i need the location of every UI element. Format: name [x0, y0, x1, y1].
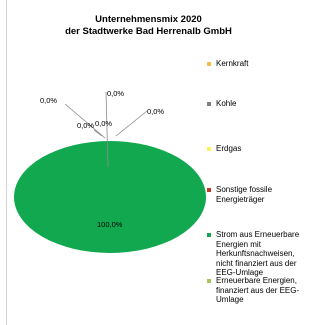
legend-label-line: Kohle: [216, 99, 237, 108]
legend-label-line: Sonstige fossile: [216, 185, 273, 194]
legend-swatch: [207, 279, 211, 283]
data-label-erdgas: 0,0%: [147, 107, 164, 116]
legend-swatch: [207, 233, 211, 237]
legend-label-line: Energien mit: [216, 239, 261, 249]
legend-label-line: Erneuerbare Energien,: [216, 276, 297, 285]
legend-label-line: Umlage: [216, 295, 244, 305]
leader-line-kernkraft: [105, 91, 109, 168]
legend-swatch: [207, 102, 211, 106]
legend-label: Erdgas: [216, 144, 321, 154]
data-label-erneuerbare-energien-finanziert-aus-der-eeg-umlage: 0,0%: [95, 119, 112, 128]
legend-label-line: Kernkraft: [216, 59, 249, 68]
leader-line-kohle: [64, 103, 106, 139]
chart-title-line-1: Unternehmensmix 2020: [95, 14, 202, 25]
data-label-kohle: 0,0%: [40, 96, 57, 105]
legend-swatch: [207, 147, 211, 151]
legend-label: Sonstige fossile Energieträger: [216, 185, 321, 204]
leader-line-sonstige-fossile-energietr-ger: [93, 129, 103, 137]
chart-frame: [6, 0, 321, 325]
legend-label-line: nicht finanziert aus der: [216, 258, 297, 268]
leader-line-erdgas: [115, 110, 148, 137]
legend-label-line: Erdgas: [216, 144, 242, 153]
legend-label: Strom aus Erneuerbare Energien mit Herkunf…: [216, 230, 321, 278]
legend-label: Kernkraft: [216, 59, 321, 69]
data-label-kernkraft: 0,0%: [107, 89, 124, 98]
data-label-sonstige-fossile-energietr-ger: 0,0%: [77, 121, 94, 130]
legend-label-line: finanziert aus der EEG-: [216, 285, 300, 295]
chart-title-line-2: der Stadtwerke Bad Herrenalb GmbH: [65, 26, 232, 37]
legend-label: Erneuerbare Energien, finanziert aus der …: [216, 276, 321, 305]
legend-swatch: [207, 188, 211, 192]
legend-swatch: [207, 62, 211, 66]
legend-label-line: Energieträger: [216, 194, 265, 204]
legend-label: Kohle: [216, 99, 321, 109]
legend-label-line: Herkunftsnachweisen,: [216, 249, 295, 259]
pie-slice-strom-aus-erneuerbare-energien-mit-herkunftsnachweisen-nicht-finanziert-aus-der-eeg-umlage: [14, 141, 206, 253]
chart-title: Unternehmensmix 2020 der Stadtwerke Bad …: [6, 14, 291, 38]
data-label-strom-aus-erneuerbare-energien-mit-herkunftsnachweisen-nicht-finanziert-aus-der-eeg-umlage: 100,0%: [97, 220, 123, 229]
legend-label-line: Strom aus Erneuerbare: [216, 230, 300, 239]
legend-label-line: EEG-Umlage: [216, 268, 264, 278]
